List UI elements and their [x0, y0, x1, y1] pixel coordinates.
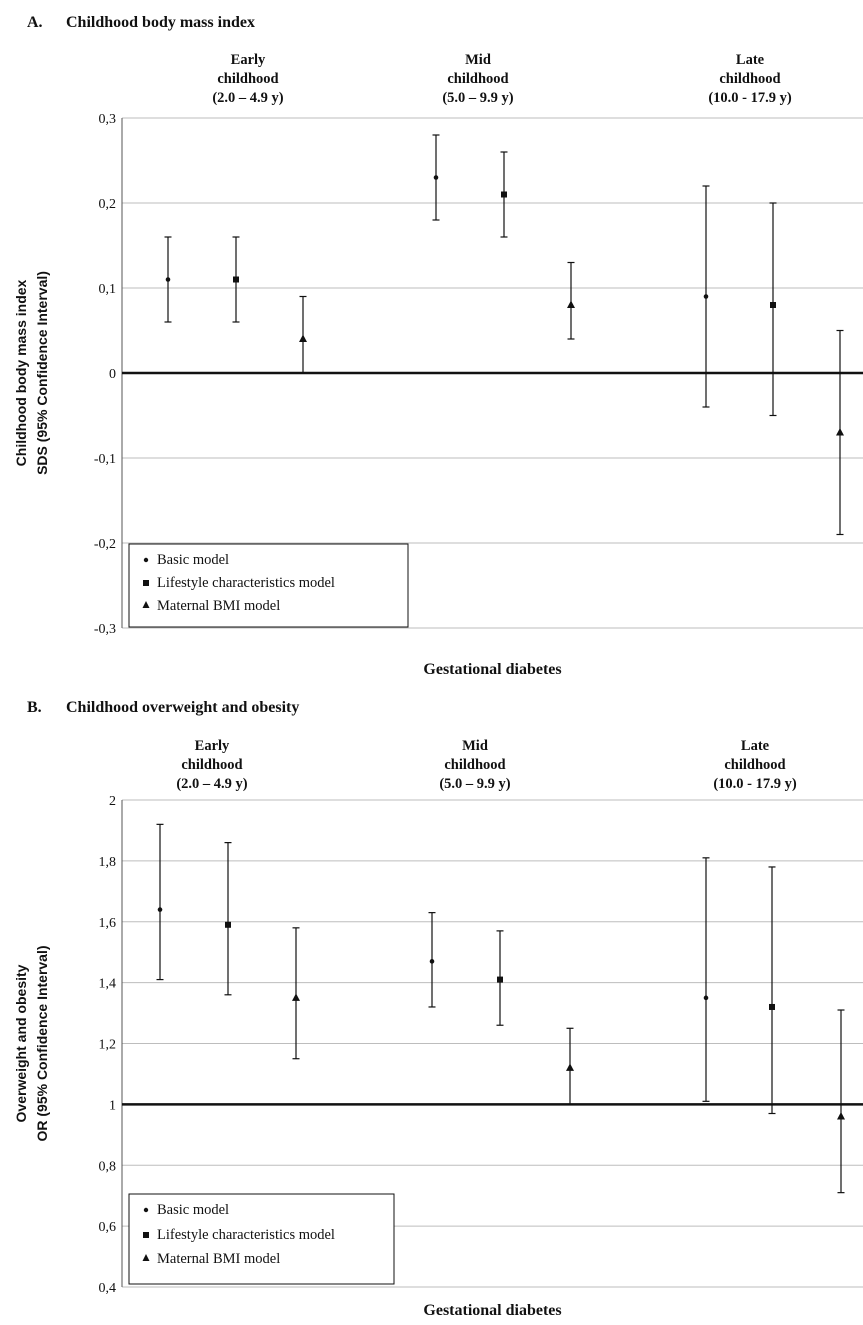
panel-b-legend-square-label: Lifestyle characteristics model	[157, 1227, 335, 1243]
panel-a-ytick-label-5: 0,2	[99, 197, 117, 212]
panel-b-triangle-group-3-point	[837, 1112, 845, 1120]
panel-a-ytick-label-0: -0,3	[94, 622, 116, 637]
panel-b-label: B.	[27, 699, 42, 716]
panel-b-legend-triangle-label: Maternal BMI model	[157, 1251, 280, 1267]
panel-a-ytick-label-3: 0	[109, 367, 116, 382]
panel-a-legend-box	[128, 543, 409, 628]
panel-b-circle-group-3-point	[703, 995, 709, 1001]
panel-a-circle-group-3-point	[703, 294, 709, 299]
panel-a-ytick-label-1: -0,2	[94, 537, 116, 552]
panel-b-group-1-header-line-2: childhood	[181, 757, 242, 773]
panel-b-ytick-label-2: 0,8	[99, 1159, 117, 1174]
panel-b-group-2-header-line-2: childhood	[444, 757, 505, 773]
panel-a-legend-square-marker	[143, 580, 149, 586]
panel-b-legend-circle-label: Basic model	[157, 1202, 229, 1218]
panel-b-ylabel-line-1: Overweight and obesity	[13, 964, 29, 1122]
panel-a-square-group-3-point	[770, 302, 776, 308]
panel-a-legend-circle-marker	[143, 557, 149, 563]
panel-a-group-3-header-line-2: childhood	[719, 71, 780, 87]
panel-a-legend-triangle-marker	[142, 601, 150, 608]
panel-a-ylabel-line-2: SDS (95% Confidence Interval)	[34, 271, 50, 475]
panel-a-group-2-header-line-3: (5.0 – 9.9 y)	[442, 90, 513, 106]
panel-a-label: A.	[27, 14, 43, 31]
panel-a-group-2-header-line-2: childhood	[447, 71, 508, 87]
panel-a-square-group-2-point	[501, 191, 507, 198]
panel-b-triangle-group-1-point	[292, 993, 300, 1001]
panel-a-legend-triangle-label: Maternal BMI model	[157, 598, 280, 614]
panel-a-triangle-group-2-point	[567, 300, 575, 308]
panel-a-circle-group-1-point	[165, 277, 171, 282]
panel-b-group-3-header-line-3: (10.0 - 17.9 y)	[713, 776, 797, 792]
panel-a-circle-group-2-point	[433, 175, 439, 180]
panel-b-group-2-header-line-1: Mid	[462, 738, 488, 754]
panel-a-xlabel: Gestational diabetes	[423, 661, 561, 678]
panel-a-group-3-header-line-1: Late	[736, 52, 765, 68]
panel-b-square-group-2-point	[497, 976, 503, 983]
panel-b-ytick-label-8: 2	[109, 794, 116, 809]
panel-b-group-3-header-line-1: Late	[741, 738, 770, 754]
panel-a-group-2-header-line-1: Mid	[465, 52, 491, 68]
panel-b-ytick-label-4: 1,2	[99, 1038, 117, 1053]
panel-b-ytick-label-3: 1	[109, 1098, 116, 1113]
panel-b-ytick-label-6: 1,6	[99, 916, 117, 931]
panel-a-group-3-header-line-3: (10.0 - 17.9 y)	[708, 90, 792, 106]
panel-a-group-1-header-line-1: Early	[231, 52, 266, 68]
panel-b-ytick-label-5: 1,4	[99, 977, 117, 992]
panel-a-ytick-label-2: -0,1	[94, 452, 116, 467]
panel-b-title: Childhood overweight and obesity	[66, 699, 299, 716]
panel-b-ylabel-line-2: OR (95% Confidence Interval)	[34, 945, 50, 1141]
panel-a-square-group-1-point	[233, 276, 239, 283]
panel-a-ytick-label-6: 0,3	[99, 112, 117, 127]
panel-a-triangle-group-1-point	[299, 334, 307, 342]
panel-a-legend-circle-label: Basic model	[157, 552, 229, 568]
panel-a-group-1-header-line-3: (2.0 – 4.9 y)	[212, 90, 283, 106]
panel-b-group-1-header-line-1: Early	[195, 738, 230, 754]
panel-a-ylabel-line-1: Childhood body mass index	[13, 279, 29, 466]
panel-b-square-group-1-point	[225, 921, 231, 928]
panel-b-group-3-header-line-2: childhood	[724, 757, 785, 773]
panel-b-legend-square-marker	[143, 1232, 149, 1238]
panel-b-circle-group-2-point	[429, 959, 435, 964]
panel-b-group-1-header-line-3: (2.0 – 4.9 y)	[176, 776, 247, 792]
panel-b-legend-triangle-marker	[142, 1254, 150, 1261]
panel-b-xlabel: Gestational diabetes	[423, 1302, 561, 1319]
panel-b-legend-circle-marker	[143, 1207, 149, 1213]
panel-b-group-2-header-line-3: (5.0 – 9.9 y)	[439, 776, 510, 792]
panel-a-group-1-header-line-2: childhood	[217, 71, 278, 87]
panel-a-ytick-label-4: 0,1	[99, 282, 117, 297]
panel-a-triangle-group-3-point	[836, 428, 844, 436]
panel-b-ytick-label-7: 1,8	[99, 855, 117, 870]
panel-b-legend-box	[128, 1193, 395, 1285]
panel-b-ytick-label-0: 0,4	[99, 1281, 117, 1296]
panel-b-circle-group-1-point	[157, 907, 163, 912]
panel-a-legend-square-label: Lifestyle characteristics model	[157, 575, 335, 591]
panel-b-ytick-label-1: 0,6	[99, 1220, 117, 1235]
panel-b-square-group-3-point	[769, 1003, 775, 1010]
panel-a-title: Childhood body mass index	[66, 14, 255, 31]
panel-b-triangle-group-2-point	[566, 1063, 574, 1071]
